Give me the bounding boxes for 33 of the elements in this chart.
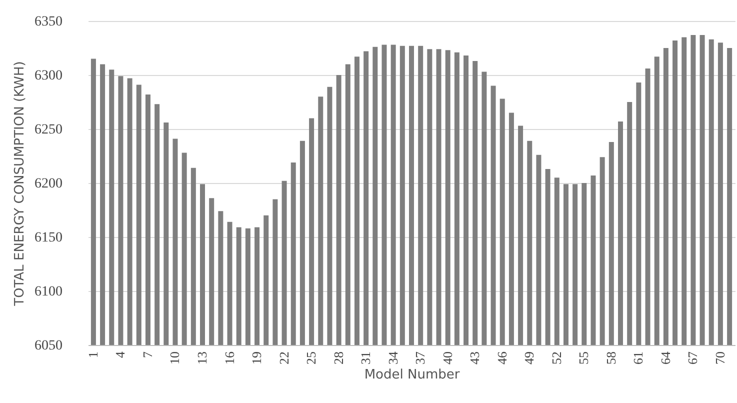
x-tick-label: 46 <box>494 351 510 364</box>
y-tick-label: 6200 <box>34 176 62 192</box>
x-tick-label: 64 <box>658 351 673 364</box>
x-tick-label: 25 <box>304 352 319 364</box>
x-tick-label: 37 <box>412 351 428 364</box>
x-tick-label: 52 <box>548 352 564 364</box>
x-tick-label: 31 <box>358 352 374 364</box>
y-tick-label: 6250 <box>34 122 62 138</box>
y-tick-label: 6300 <box>34 68 62 84</box>
x-tick-label: 70 <box>712 352 728 364</box>
x-tick-label: 16 <box>222 351 237 364</box>
x-axis-title: Model Number <box>364 368 460 382</box>
x-tick-label: 67 <box>685 351 700 364</box>
x-tick-label: 19 <box>249 352 264 364</box>
y-tick-label: 6100 <box>34 284 62 300</box>
x-tick-label: 7 <box>140 351 155 358</box>
x-tick-label: 13 <box>194 352 210 364</box>
x-tick-label: 58 <box>603 352 618 364</box>
x-tick-label: 22 <box>276 352 292 364</box>
x-tick-label: 43 <box>467 352 482 364</box>
x-tick-label: 40 <box>440 352 455 364</box>
x-tick-label: 55 <box>576 352 592 364</box>
y-axis-title: TOTAL ENERGY CONSUMPTION (KWH) <box>12 61 28 307</box>
x-tick-label: 34 <box>385 351 400 364</box>
y-tick-label: 6050 <box>34 338 62 354</box>
x-tick-label: 1 <box>85 352 100 358</box>
x-tick-label: 28 <box>330 352 346 364</box>
x-tick-label: 49 <box>522 352 537 364</box>
y-tick-label: 6150 <box>34 230 62 246</box>
x-tick-label: 10 <box>167 352 182 364</box>
y-tick-label: 6350 <box>34 14 62 30</box>
x-tick-label: 4 <box>112 351 128 358</box>
x-tick-label: 61 <box>630 352 646 364</box>
